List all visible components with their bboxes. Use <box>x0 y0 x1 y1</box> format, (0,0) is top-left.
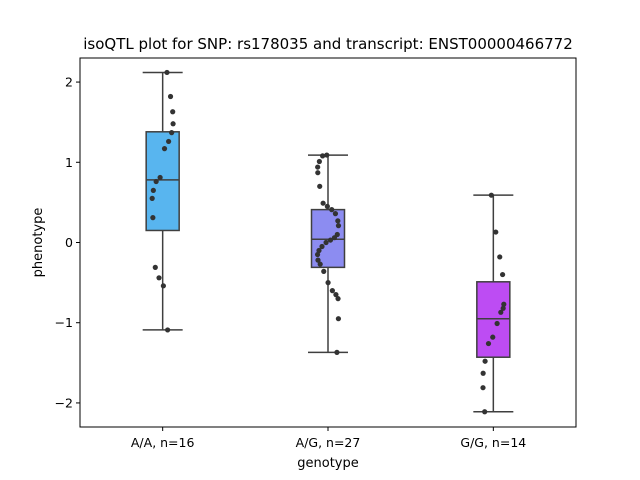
data-point <box>335 223 342 229</box>
data-point <box>150 187 156 193</box>
data-point <box>335 218 341 224</box>
data-point <box>488 192 494 198</box>
data-point <box>319 243 325 250</box>
y-axis-label: phenotype <box>31 208 46 278</box>
data-point <box>170 109 176 115</box>
data-point <box>153 178 159 185</box>
x-tick-label: A/G, n=27 <box>296 435 361 450</box>
data-point <box>331 235 338 241</box>
y-tick-label: −2 <box>55 395 73 410</box>
data-point <box>320 153 326 159</box>
x-tick-label: G/G, n=14 <box>460 435 526 450</box>
data-point <box>317 183 323 189</box>
iqr-box <box>476 281 511 358</box>
data-point <box>499 271 506 278</box>
data-point <box>333 292 339 298</box>
data-point <box>325 280 331 286</box>
data-point <box>490 334 496 340</box>
data-point <box>152 264 158 270</box>
data-point <box>157 174 163 181</box>
data-point <box>150 215 156 221</box>
data-point <box>480 370 486 376</box>
data-point <box>160 283 166 289</box>
data-point <box>315 164 321 170</box>
data-point <box>164 69 170 76</box>
data-point <box>485 340 492 347</box>
data-point <box>156 275 162 281</box>
data-point <box>316 247 322 254</box>
data-point <box>166 138 172 145</box>
data-point <box>497 254 503 260</box>
data-point <box>335 296 341 302</box>
data-point <box>169 130 175 136</box>
data-point <box>500 305 506 311</box>
data-point <box>315 170 321 176</box>
data-point <box>314 251 321 258</box>
data-point <box>482 358 488 364</box>
plot-frame <box>79 57 577 428</box>
data-point <box>320 200 326 206</box>
data-point <box>494 320 500 327</box>
iqr-box <box>310 208 346 269</box>
data-point <box>315 257 321 263</box>
data-point <box>165 327 171 333</box>
data-point <box>321 268 327 274</box>
plot-marks: 2 1 0 −1 −2 A/A, n=16 A/G, n=27 G/G, n=14 <box>55 69 526 450</box>
x-tick-label: A/A, n=16 <box>131 435 195 450</box>
data-point <box>161 146 168 152</box>
y-tick-label: −1 <box>55 315 73 330</box>
y-tick-label: 2 <box>65 75 73 90</box>
chart-title: isoQTL plot for SNP: rs178035 and transc… <box>83 35 573 53</box>
data-point <box>501 301 507 307</box>
iqr-box <box>145 131 180 232</box>
data-point <box>482 409 488 415</box>
data-point <box>329 288 335 294</box>
data-point <box>149 195 155 201</box>
data-point <box>170 121 176 127</box>
data-point <box>334 349 340 355</box>
data-point <box>327 237 334 243</box>
data-point <box>335 316 342 322</box>
data-point <box>324 203 330 210</box>
y-tick-label: 0 <box>65 235 73 250</box>
y-tick-label: 1 <box>65 155 73 170</box>
data-point <box>316 158 322 165</box>
data-point <box>167 93 174 100</box>
data-point <box>324 152 330 158</box>
data-point <box>480 385 486 391</box>
data-point <box>329 207 335 213</box>
x-axis-label: genotype <box>297 456 358 471</box>
data-point <box>498 309 504 315</box>
data-point <box>493 229 499 235</box>
data-point <box>323 239 329 246</box>
data-point <box>317 261 323 267</box>
data-point <box>332 211 339 217</box>
